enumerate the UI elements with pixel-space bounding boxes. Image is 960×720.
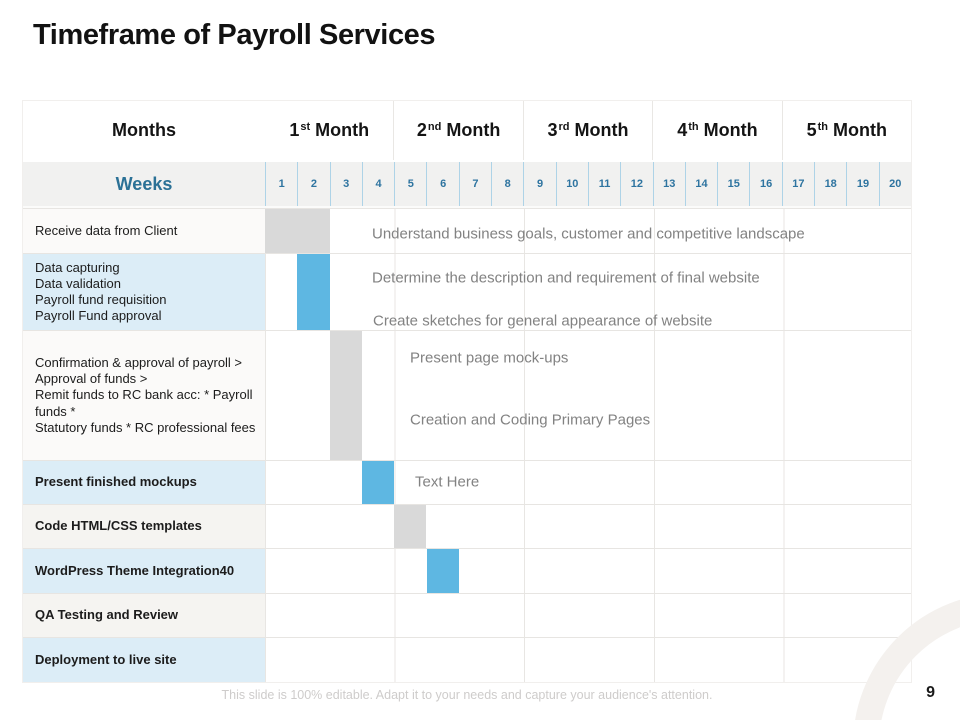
week-cell: 1	[265, 162, 298, 206]
gantt-chart-cell: Text Here	[265, 461, 911, 504]
week-cell: 5	[394, 162, 427, 206]
table-row: WordPress Theme Integration40	[23, 548, 911, 593]
weeks-header: Weeks	[115, 173, 173, 194]
gantt-chart-cell: Determine the description and requiremen…	[265, 254, 911, 330]
table-row: Deployment to live site	[23, 637, 911, 682]
week-cell: 10	[555, 162, 588, 206]
task-label: Confirmation & approval of payroll > App…	[23, 331, 265, 460]
week-cell: 4	[361, 162, 395, 206]
table-row: Confirmation & approval of payroll > App…	[23, 330, 911, 460]
week-cell: 15	[717, 162, 750, 206]
week-cell: 7	[458, 162, 492, 206]
footer-note: This slide is 100% editable. Adapt it to…	[221, 688, 713, 702]
task-label: Data capturing Data validation Payroll f…	[23, 254, 265, 330]
table-row: Data capturing Data validation Payroll f…	[23, 253, 911, 330]
table-row: Present finished mockups Text Here	[23, 460, 911, 504]
table-row: Code HTML/CSS templates	[23, 504, 911, 548]
gantt-bar-gray	[329, 331, 362, 460]
week-cell: 19	[846, 162, 879, 206]
week-cell: 2	[297, 162, 330, 206]
week-cell: 9	[523, 162, 556, 206]
gantt-bar-blue	[426, 549, 459, 593]
gantt-chart-cell	[265, 594, 911, 637]
gantt-annotation: Creation and Coding Primary Pages	[410, 411, 651, 429]
week-cell: 8	[491, 162, 524, 206]
gantt-chart-cell: Understand business goals, customer and …	[265, 209, 911, 253]
gantt-annotation: Create sketches for general appearance o…	[373, 312, 713, 330]
page-number: 9	[926, 684, 935, 701]
week-cell: 12	[620, 162, 653, 206]
gantt-chart-cell	[265, 505, 911, 548]
table-row: QA Testing and Review	[23, 593, 911, 637]
week-cell: 16	[749, 162, 782, 206]
task-label: WordPress Theme Integration40	[23, 549, 265, 593]
week-cell: 20	[878, 162, 911, 206]
gantt-annotation: Text Here	[415, 473, 480, 491]
table-row: Receive data from Client Understand busi…	[23, 208, 911, 253]
week-cell: 14	[684, 162, 718, 206]
task-label: Present finished mockups	[23, 461, 265, 504]
task-label: Receive data from Client	[23, 209, 265, 253]
page-title: Timeframe of Payroll Services	[33, 19, 436, 51]
months-header: Months	[112, 120, 176, 140]
gantt-bar-gray	[394, 505, 427, 548]
task-label: Code HTML/CSS templates	[23, 505, 265, 548]
week-cell: 11	[587, 162, 621, 206]
task-label: QA Testing and Review	[23, 594, 265, 637]
gantt-bar-gray	[265, 209, 330, 253]
weeks-header-row: Weeks 1 2 3 4 5 6 7 8 9 10 11 12 13 14 1…	[23, 160, 911, 208]
week-cell: 6	[426, 162, 459, 206]
week-cell: 3	[329, 162, 362, 206]
gantt-chart-cell	[265, 638, 911, 682]
task-label: Deployment to live site	[23, 638, 265, 682]
week-cell: 13	[652, 162, 685, 206]
gantt-chart-cell: Present page mock-ups Creation and Coding…	[265, 331, 911, 460]
gantt-annotation: Understand business goals, customer and …	[372, 225, 805, 243]
gantt-bar-blue	[297, 254, 330, 330]
gantt-annotation: Determine the description and requiremen…	[372, 269, 760, 287]
gantt-annotation: Present page mock-ups	[410, 349, 569, 367]
gantt-bar-blue	[361, 461, 395, 504]
week-cell: 17	[781, 162, 815, 206]
gantt-chart-cell	[265, 549, 911, 593]
week-cell: 18	[814, 162, 847, 206]
